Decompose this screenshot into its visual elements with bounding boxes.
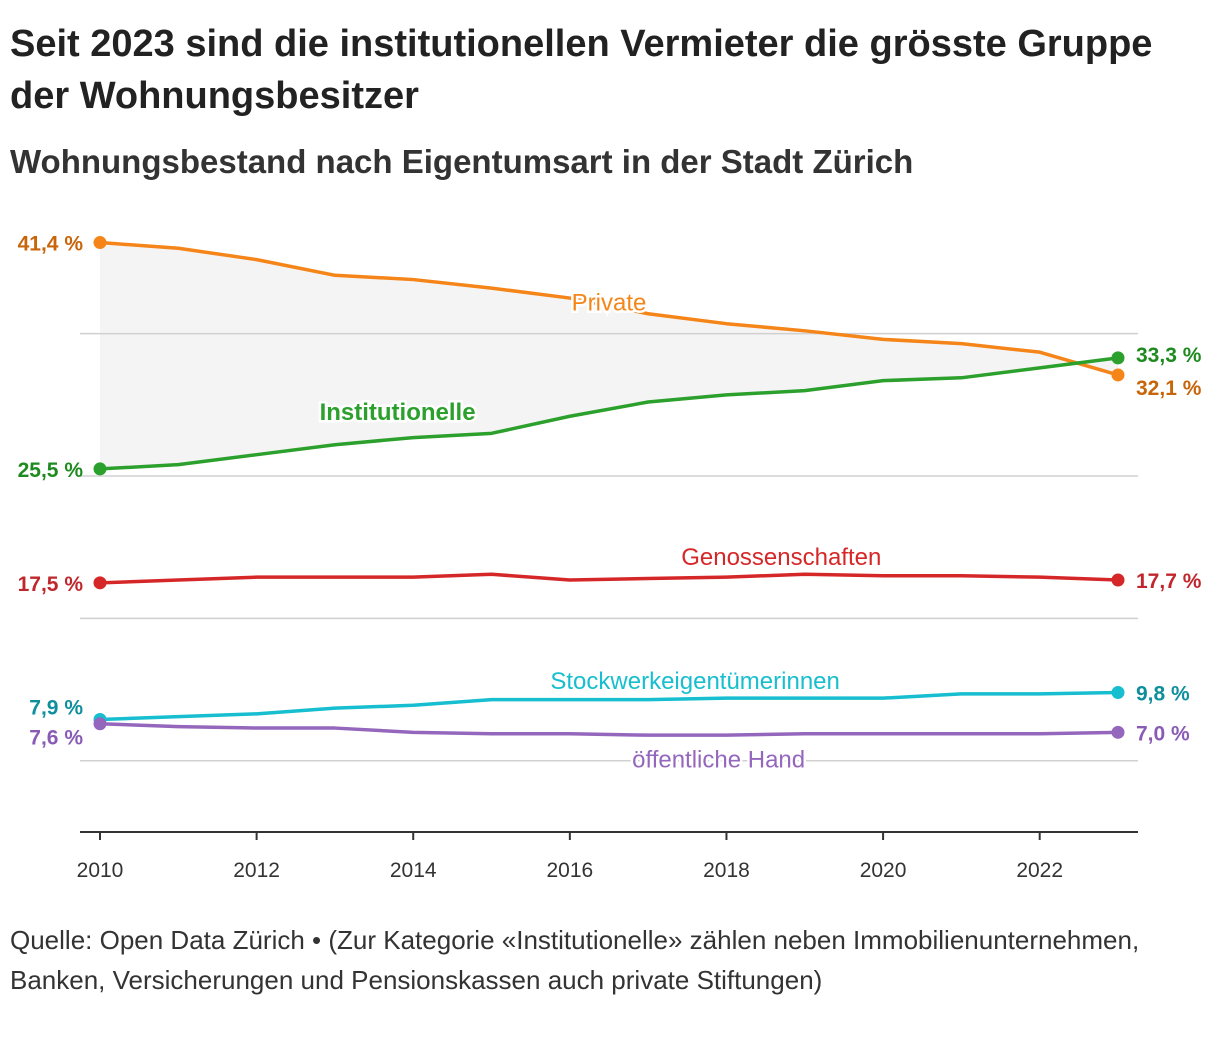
start-point-institutionelle	[93, 462, 107, 476]
x-tick-label: 2014	[390, 859, 437, 882]
series-line-private	[99, 240, 1119, 377]
start-label-private: 41,4 %	[18, 233, 84, 256]
series-label-stockwerkeigent-merinnen: Stockwerkeigentümerinnen	[550, 668, 840, 695]
start-label-genossenschaften: 17,5 %	[18, 573, 84, 596]
end-label--ffentliche-hand: 7,0 %	[1136, 722, 1190, 745]
end-point-private	[1111, 368, 1125, 382]
start-label-stockwerkeigent-merinnen: 7,9 %	[29, 697, 83, 720]
start-point--ffentliche-hand	[93, 717, 107, 731]
start-point-private	[93, 236, 107, 250]
series-line-institutionelle	[99, 356, 1119, 471]
x-tick-label: 2016	[546, 859, 593, 882]
start-label-institutionelle: 25,5 %	[18, 459, 84, 482]
x-tick-label: 2010	[77, 859, 124, 882]
end-point--ffentliche-hand	[1111, 725, 1125, 739]
end-point-institutionelle	[1111, 351, 1125, 365]
end-label-stockwerkeigent-merinnen: 9,8 %	[1136, 682, 1190, 705]
end-label-institutionelle: 33,3 %	[1136, 344, 1202, 367]
start-label--ffentliche-hand: 7,6 %	[29, 727, 83, 750]
end-point-genossenschaften	[1111, 573, 1125, 587]
end-point-stockwerkeigent-merinnen	[1111, 685, 1125, 699]
x-tick-label: 2012	[233, 859, 280, 882]
x-tick-label: 2020	[860, 859, 907, 882]
line-chart: 2010 2012 2014 2016 2018 2020 2022 41,4 % 32,1 %…	[18, 233, 1202, 882]
start-point-genossenschaften	[93, 576, 107, 590]
x-tick-label: 2018	[703, 859, 750, 882]
end-label-private: 32,1 %	[1136, 377, 1202, 400]
shaded-area	[100, 242, 1118, 469]
series-line-genossenschaften	[99, 572, 1119, 585]
series-label-institutionelle: Institutionelle	[320, 399, 476, 426]
series-line-stockwerkeigent-merinnen	[99, 690, 1119, 722]
series-label-private: Private	[572, 289, 647, 316]
chart-title: Seit 2023 sind die institutionellen Verm…	[10, 23, 1153, 117]
end-label-genossenschaften: 17,7 %	[1136, 570, 1202, 593]
chart-subtitle: Wohnungsbestand nach Eigentumsart in der…	[10, 143, 914, 180]
series-label-genossenschaften: Genossenschaften	[681, 544, 881, 571]
source-note: Quelle: Open Data Zürich • (Zur Kategori…	[10, 925, 1140, 995]
series-line--ffentliche-hand	[99, 722, 1119, 737]
series-label--ffentliche-hand: öffentliche Hand	[632, 746, 805, 773]
x-tick-label: 2022	[1016, 859, 1063, 882]
